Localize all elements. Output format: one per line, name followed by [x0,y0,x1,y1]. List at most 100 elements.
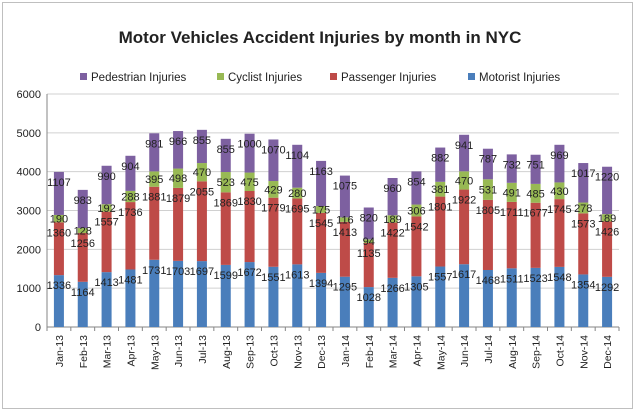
bar-cyclist-injuries-apr-13 [125,190,136,203]
data-label-pedestrian-injuries-jan-14: 1075 [333,181,357,193]
data-label-cyclist-injuries-feb-13: 128 [74,226,92,238]
x-tick-label-feb-13: Feb-13 [78,335,90,368]
data-label-cyclist-injuries-oct-14: 430 [550,186,568,198]
bar-passenger-injuries-nov-13 [292,198,303,265]
data-label-passenger-injuries-sep-13: 1830 [237,196,261,208]
bar-motorist-injuries-feb-13 [77,281,88,327]
data-label-motorist-injuries-mar-14: 1266 [380,283,404,295]
data-label-pedestrian-injuries-aug-14: 732 [503,159,521,171]
data-label-cyclist-injuries-jun-14: 470 [455,175,473,187]
bar-cyclist-injuries-aug-14 [506,182,517,202]
data-label-motorist-injuries-jun-13: 1703 [166,266,190,278]
bar-pedestrian-injuries-nov-14 [578,163,589,203]
data-label-passenger-injuries-aug-14: 1711 [500,207,524,219]
bar-passenger-injuries-mar-13 [101,211,112,273]
data-label-passenger-injuries-feb-13: 1256 [71,238,95,250]
x-axis: Jan-13 Feb-13 Mar-13 Apr-13 May-13 Jun-13 Jul-… [46,327,620,370]
bar-motorist-injuries-apr-14 [411,276,422,327]
bar-pedestrian-injuries-sep-14 [530,154,541,184]
bar-pedestrian-injuries-may-14 [435,147,446,182]
data-label-pedestrian-injuries-feb-14: 820 [360,213,378,225]
bar-motorist-injuries-jan-13 [53,275,64,327]
bar-motorist-injuries-dec-13 [316,272,327,327]
x-tick-label-nov-13: Nov-13 [292,335,304,369]
bar-pedestrian-injuries-jul-14 [482,148,493,180]
data-label-cyclist-injuries-may-13: 395 [145,174,163,186]
bar-pedestrian-injuries-jan-14 [339,175,350,218]
data-label-passenger-injuries-sep-14: 1677 [523,208,547,220]
bar-passenger-injuries-dec-13 [316,212,327,273]
data-label-motorist-injuries-nov-14: 1354 [571,279,595,291]
bar-passenger-injuries-jul-14 [482,199,493,270]
x-tick-label-jun-14: Jun-14 [459,335,471,367]
data-label-motorist-injuries-may-13: 1731 [142,265,166,277]
data-label-passenger-injuries-mar-13: 1557 [94,217,118,229]
x-tick-label-apr-13: Apr-13 [125,335,137,367]
data-label-passenger-injuries-mar-14: 1422 [380,228,404,240]
x-tick-label-jan-14: Jan-14 [340,335,352,367]
x-tick-label-may-14: May-14 [435,335,447,370]
bar-cyclist-injuries-aug-13 [220,172,231,193]
bar-passenger-injuries-oct-14 [554,199,565,267]
legend: Pedestrian Injuries Cyclist Injuries Passe… [80,72,560,84]
data-label-passenger-injuries-aug-13: 1869 [214,197,238,209]
data-label-pedestrian-injuries-jun-14: 941 [455,140,473,152]
data-label-motorist-injuries-oct-13: 1551 [261,272,285,284]
x-tick-label-jan-13: Jan-13 [54,335,66,367]
data-label-pedestrian-injuries-sep-14: 751 [526,160,544,172]
y-tick-label: 3000 [17,206,41,218]
bar-cyclist-injuries-sep-14 [530,183,541,203]
data-label-pedestrian-injuries-nov-14: 1017 [571,168,595,180]
data-label-passenger-injuries-dec-13: 1545 [309,218,333,230]
bar-pedestrian-injuries-jul-13 [196,129,207,164]
x-tick-label-dec-14: Dec-14 [602,335,614,369]
data-label-motorist-injuries-apr-14: 1305 [404,281,428,293]
bar-cyclist-injuries-oct-14 [554,182,565,200]
x-tick-label-dec-13: Dec-13 [316,335,328,369]
x-tick-label-jul-14: Jul-14 [483,335,495,364]
x-tick-label-jun-13: Jun-13 [173,335,185,367]
bar-cyclist-injuries-dec-14 [602,214,613,222]
legend-label-passenger-injuries: Passenger Injuries [341,72,436,84]
data-label-cyclist-injuries-nov-14: 278 [574,203,592,215]
data-label-pedestrian-injuries-mar-14: 960 [383,183,401,195]
data-label-pedestrian-injuries-may-14: 882 [431,153,449,165]
data-label-cyclist-injuries-nov-13: 280 [288,188,306,200]
data-label-passenger-injuries-nov-13: 1695 [285,204,309,216]
data-label-cyclist-injuries-dec-13: 175 [312,204,330,216]
bar-motorist-injuries-jan-14 [339,276,350,327]
bar-pedestrian-injuries-dec-13 [316,160,327,207]
bar-passenger-injuries-may-13 [149,186,160,260]
data-label-motorist-injuries-nov-13: 1613 [285,269,309,281]
data-label-motorist-injuries-jul-14: 1468 [476,275,500,287]
data-label-passenger-injuries-jan-14: 1413 [333,227,357,239]
legend-swatch-passenger-injuries [330,73,337,80]
bar-cyclist-injuries-feb-13 [77,228,88,234]
data-label-passenger-injuries-jan-13: 1360 [47,227,71,239]
data-label-passenger-injuries-oct-13: 1779 [261,203,285,215]
x-tick-label-nov-14: Nov-14 [578,335,590,369]
bar-passenger-injuries-apr-14 [411,216,422,277]
data-label-motorist-injuries-feb-13: 1164 [71,287,95,299]
data-label-cyclist-injuries-jan-13: 190 [50,214,68,226]
bar-passenger-injuries-nov-14 [578,213,589,275]
data-label-motorist-injuries-jan-14: 1295 [333,282,357,294]
data-label-pedestrian-injuries-jan-13: 1107 [47,177,71,189]
bar-passenger-injuries-jun-14 [459,189,470,265]
bars [53,129,613,327]
bar-motorist-injuries-jun-14 [459,264,470,327]
bar-motorist-injuries-jul-13 [196,261,207,327]
data-label-motorist-injuries-sep-13: 1672 [237,267,261,279]
bar-cyclist-injuries-dec-13 [316,206,327,213]
bar-motorist-injuries-oct-14 [554,266,565,327]
data-label-motorist-injuries-aug-13: 1599 [214,270,238,282]
bar-cyclist-injuries-may-13 [149,171,160,187]
bar-pedestrian-injuries-oct-14 [554,144,565,183]
data-label-pedestrian-injuries-aug-13: 855 [217,144,235,156]
bar-cyclist-injuries-sep-13 [244,172,255,192]
bar-passenger-injuries-sep-14 [530,202,541,268]
bar-motorist-injuries-may-14 [435,266,446,327]
bar-motorist-injuries-apr-13 [125,269,136,327]
data-label-cyclist-injuries-mar-13: 192 [97,203,115,215]
y-tick-label: 0 [35,322,41,334]
